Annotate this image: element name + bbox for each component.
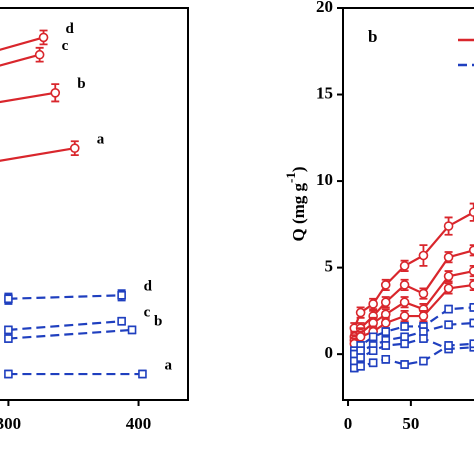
marker (381, 355, 391, 364)
marker (419, 356, 428, 366)
series-label: d (144, 279, 153, 295)
panel-b: 0 50 0 5 10 15 20 Q (mg g-1) b (283, 0, 474, 433)
marker (418, 250, 429, 261)
marker (117, 290, 126, 300)
y-axis-label-end: ) (289, 166, 308, 172)
marker (444, 320, 453, 330)
series-line (0, 91, 56, 104)
marker (355, 307, 366, 318)
marker (399, 311, 410, 321)
marker (355, 332, 366, 342)
marker (4, 294, 13, 304)
marker (444, 341, 453, 350)
marker (469, 303, 474, 312)
series-line (353, 337, 474, 363)
series-label: a (164, 357, 172, 373)
marker (38, 32, 49, 43)
marker (380, 297, 391, 308)
marker (368, 299, 378, 309)
y-tick-label: 0 (325, 343, 334, 362)
marker (443, 252, 454, 263)
marker (368, 346, 378, 355)
marker (368, 358, 378, 368)
series-line (0, 36, 44, 51)
series-label: c (62, 38, 69, 54)
marker (419, 327, 428, 336)
series-line (8, 328, 133, 340)
marker (443, 283, 454, 294)
series-line (8, 320, 122, 332)
y-axis-label-sup: -1 (283, 172, 298, 183)
marker (368, 332, 378, 342)
panel-label: b (368, 27, 377, 46)
marker (468, 245, 474, 256)
y-axis-label: Q (mg g-1) (283, 166, 308, 241)
series-line (353, 321, 474, 356)
series-line (0, 53, 40, 67)
marker (380, 318, 391, 328)
marker (444, 304, 453, 314)
marker (4, 334, 13, 343)
panel-a: 300400dcbadcba (0, 7, 189, 433)
marker (443, 271, 454, 282)
series-label: b (154, 313, 162, 329)
marker (418, 288, 429, 299)
marker (469, 318, 474, 328)
series-line (8, 294, 122, 300)
marker (443, 221, 454, 231)
y-tick-label: 20 (316, 0, 333, 16)
marker (399, 280, 410, 290)
y-tick-label: 10 (316, 170, 333, 189)
x-tick-label: 400 (126, 414, 152, 433)
marker (399, 261, 410, 271)
marker (127, 325, 137, 335)
marker (381, 341, 391, 350)
marker (468, 207, 474, 218)
marker (356, 353, 365, 362)
series-label: b (77, 76, 85, 92)
series-label: d (66, 21, 75, 37)
marker (34, 49, 45, 60)
x-tick-label: 300 (0, 414, 21, 433)
marker (400, 322, 409, 331)
series-label: a (97, 132, 105, 148)
y-tick-label: 5 (325, 257, 334, 276)
marker (399, 297, 410, 308)
marker (117, 316, 126, 326)
marker (400, 339, 409, 349)
marker (468, 280, 474, 290)
y-tick-label: 15 (316, 83, 333, 102)
marker (356, 346, 365, 355)
marker (69, 143, 80, 153)
x-tick-label: 50 (402, 414, 419, 433)
marker (380, 280, 391, 290)
marker (419, 334, 428, 343)
marker (356, 361, 365, 371)
plot-area (0, 29, 147, 379)
series-line (0, 147, 75, 162)
marker (138, 369, 147, 379)
plot-frame (0, 7, 189, 401)
marker (50, 88, 61, 98)
marker (400, 332, 409, 342)
marker (400, 360, 409, 369)
marker (469, 339, 474, 349)
plot-area (349, 202, 474, 373)
marker (468, 266, 474, 276)
y-axis-label-main: Q (mg g (289, 182, 308, 241)
x-tick-label: 0 (344, 414, 353, 433)
marker (418, 311, 429, 321)
marker (4, 369, 13, 379)
marker (381, 327, 391, 336)
series-label: c (144, 305, 151, 321)
marker (4, 325, 13, 335)
